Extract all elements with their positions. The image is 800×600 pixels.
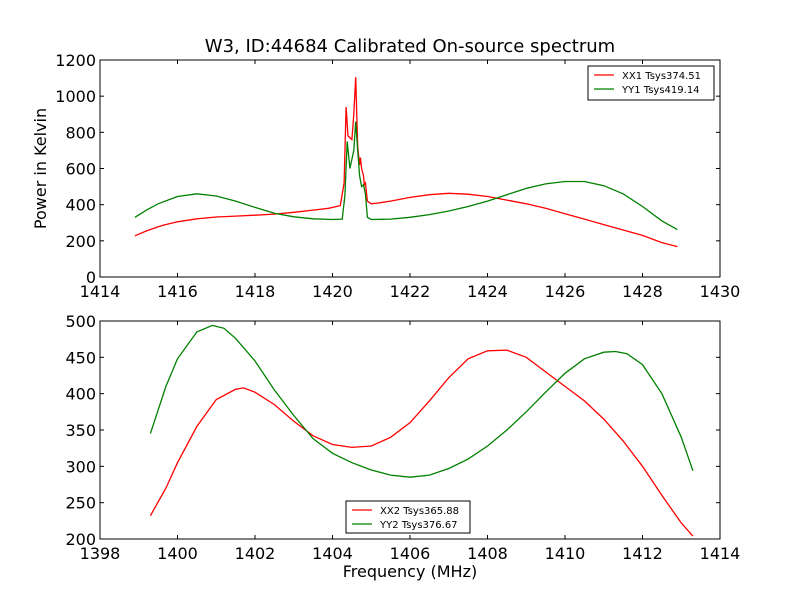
x-tick-label: 1408 <box>467 544 508 563</box>
x-tick-label: 1420 <box>312 282 353 301</box>
legend: XX2 Tsys365.88 YY2 Tsys376.67 <box>345 500 471 534</box>
legend-label: XX2 Tsys365.88 <box>380 506 459 517</box>
x-axis-label: Frequency (MHz) <box>343 562 477 581</box>
legend: XX1 Tsys374.51 YY1 Tsys419.14 <box>587 65 715 101</box>
x-tick-label: 1400 <box>157 544 198 563</box>
series-line-xx2 <box>149 349 694 537</box>
x-tick-label: 1414 <box>700 544 741 563</box>
series-line-yy2 <box>149 324 694 478</box>
x-tick-label: 1416 <box>157 282 198 301</box>
y-tick-label: 800 <box>65 123 96 142</box>
chart-title: W3, ID:44684 Calibrated On-source spectr… <box>205 36 615 57</box>
x-tick-label: 1422 <box>390 282 431 301</box>
y-tick-label: 250 <box>65 494 96 513</box>
y-tick-label: 500 <box>65 312 96 331</box>
y-tick-label: 0 <box>86 268 96 287</box>
x-tick-label: 1430 <box>700 282 741 301</box>
x-tick-label: 1424 <box>467 282 508 301</box>
x-tick-label: 1426 <box>545 282 586 301</box>
series-line-xx1 <box>134 77 678 248</box>
y-tick-label: 400 <box>65 196 96 215</box>
legend-label: XX1 Tsys374.51 <box>622 71 701 82</box>
series-line-yy1 <box>134 121 678 231</box>
y-tick-label: 1200 <box>55 51 96 70</box>
y-tick-label: 450 <box>65 348 96 367</box>
legend-box <box>587 65 715 101</box>
y-tick-label: 400 <box>65 385 96 404</box>
y-tick-label: 600 <box>65 160 96 179</box>
x-tick-label: 1428 <box>622 282 663 301</box>
legend-label: YY1 Tsys419.14 <box>621 85 700 96</box>
bottom-chart: 1398 1400 1402 1404 1406 1408 1410 1412 1414 200 2… <box>65 312 740 581</box>
y-tick-label: 200 <box>65 232 96 251</box>
x-tick-label: 1414 <box>80 282 121 301</box>
legend-label: YY2 Tsys376.67 <box>379 520 458 531</box>
y-axis-label: Power in Kelvin <box>31 108 50 229</box>
legend-box <box>345 500 471 534</box>
x-tick-label: 1402 <box>235 544 276 563</box>
x-tick-label: 1404 <box>312 544 353 563</box>
top-chart: 1414 1416 1418 1420 1422 1424 1426 1428 1430 0 200… <box>31 51 740 301</box>
y-tick-label: 350 <box>65 421 96 440</box>
x-tick-label: 1406 <box>390 544 431 563</box>
x-tick-label: 1418 <box>235 282 276 301</box>
x-tick-label: 1412 <box>622 544 663 563</box>
y-tick-label: 200 <box>65 530 96 549</box>
y-tick-label: 1000 <box>55 87 96 106</box>
x-tick-label: 1410 <box>545 544 586 563</box>
y-tick-label: 300 <box>65 457 96 476</box>
x-tick-label: 1398 <box>80 544 121 563</box>
